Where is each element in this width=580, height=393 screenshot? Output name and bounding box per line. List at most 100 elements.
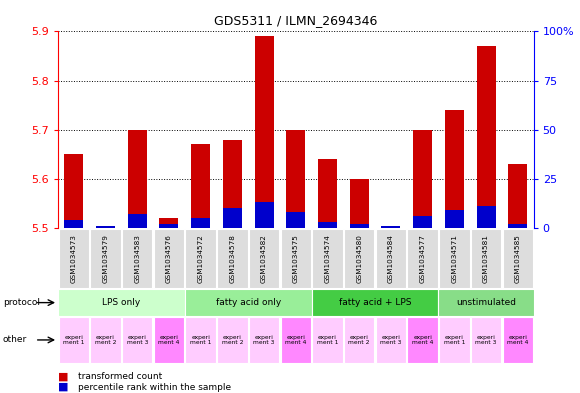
Bar	[160, 224, 179, 228]
Bar	[382, 226, 400, 228]
Bar	[376, 229, 406, 288]
Bar	[281, 229, 311, 288]
Bar	[376, 317, 406, 363]
Bar	[255, 37, 274, 228]
Bar	[128, 130, 147, 228]
Bar	[344, 317, 375, 363]
Text: experi
ment 1: experi ment 1	[63, 334, 85, 345]
Bar	[413, 216, 432, 228]
Bar	[154, 317, 184, 363]
Bar	[407, 229, 438, 288]
Text: ■: ■	[58, 371, 68, 382]
Text: GSM1034574: GSM1034574	[324, 234, 331, 283]
Bar	[160, 218, 179, 228]
Bar	[287, 212, 305, 228]
Text: experi
ment 4: experi ment 4	[412, 334, 433, 345]
Text: GSM1034578: GSM1034578	[229, 234, 235, 283]
Bar	[59, 317, 89, 363]
Bar	[255, 202, 274, 228]
Text: GSM1034571: GSM1034571	[451, 234, 458, 283]
Bar	[445, 110, 464, 228]
Text: experi
ment 4: experi ment 4	[158, 334, 180, 345]
Bar	[312, 229, 343, 288]
Bar	[471, 229, 501, 288]
Text: GSM1034581: GSM1034581	[483, 234, 489, 283]
Bar	[502, 229, 533, 288]
Text: experi
ment 4: experi ment 4	[285, 334, 306, 345]
Text: GSM1034580: GSM1034580	[356, 234, 362, 283]
Text: GSM1034573: GSM1034573	[71, 234, 77, 283]
Text: protocol: protocol	[3, 298, 40, 307]
Text: LPS only: LPS only	[102, 298, 140, 307]
Bar	[438, 289, 534, 316]
Text: experi
ment 3: experi ment 3	[380, 334, 401, 345]
Bar	[249, 317, 280, 363]
Text: GSM1034584: GSM1034584	[388, 234, 394, 283]
Bar	[287, 130, 305, 228]
Bar	[344, 229, 375, 288]
Bar	[223, 208, 242, 228]
Text: experi
ment 1: experi ment 1	[190, 334, 212, 345]
Bar	[477, 206, 495, 228]
Text: GSM1034577: GSM1034577	[419, 234, 426, 283]
Bar	[407, 317, 438, 363]
Bar	[122, 229, 153, 288]
Bar	[90, 317, 121, 363]
Bar	[59, 229, 89, 288]
Text: other: other	[3, 336, 27, 344]
Text: experi
ment 1: experi ment 1	[317, 334, 338, 345]
Bar	[128, 214, 147, 228]
Bar	[58, 289, 185, 316]
Bar	[249, 229, 280, 288]
Bar	[413, 130, 432, 228]
Bar	[311, 289, 438, 316]
Bar	[191, 218, 210, 228]
Text: GSM1034579: GSM1034579	[103, 234, 108, 283]
Text: experi
ment 1: experi ment 1	[444, 334, 465, 345]
Bar	[186, 229, 216, 288]
Bar	[185, 289, 311, 316]
Bar	[318, 222, 337, 228]
Text: GSM1034583: GSM1034583	[134, 234, 140, 283]
Text: experi
ment 4: experi ment 4	[507, 334, 528, 345]
Bar	[122, 317, 153, 363]
Text: fatty acid + LPS: fatty acid + LPS	[339, 298, 411, 307]
Text: GSM1034582: GSM1034582	[261, 234, 267, 283]
Text: GSM1034575: GSM1034575	[293, 234, 299, 283]
Bar	[64, 154, 84, 228]
Bar	[90, 229, 121, 288]
Text: unstimulated: unstimulated	[456, 298, 516, 307]
Bar	[191, 145, 210, 228]
Bar	[154, 229, 184, 288]
Text: experi
ment 3: experi ment 3	[253, 334, 275, 345]
Bar	[96, 226, 115, 228]
Bar	[508, 224, 527, 228]
Bar	[350, 224, 369, 228]
Bar	[186, 317, 216, 363]
Bar	[217, 229, 248, 288]
Text: ■: ■	[58, 382, 68, 392]
Text: experi
ment 3: experi ment 3	[476, 334, 496, 345]
Bar	[508, 164, 527, 228]
Text: percentile rank within the sample: percentile rank within the sample	[78, 383, 231, 391]
Bar	[281, 317, 311, 363]
Bar	[312, 317, 343, 363]
Title: GDS5311 / ILMN_2694346: GDS5311 / ILMN_2694346	[214, 15, 378, 28]
Text: experi
ment 3: experi ment 3	[126, 334, 148, 345]
Bar	[350, 179, 369, 228]
Text: GSM1034572: GSM1034572	[198, 234, 204, 283]
Text: GSM1034585: GSM1034585	[514, 234, 521, 283]
Bar	[439, 317, 470, 363]
Bar	[223, 140, 242, 228]
Text: GSM1034576: GSM1034576	[166, 234, 172, 283]
Bar	[471, 317, 501, 363]
Bar	[64, 220, 84, 228]
Text: transformed count: transformed count	[78, 372, 162, 381]
Text: experi
ment 2: experi ment 2	[95, 334, 117, 345]
Bar	[318, 159, 337, 228]
Bar	[445, 210, 464, 228]
Text: experi
ment 2: experi ment 2	[222, 334, 243, 345]
Bar	[477, 46, 495, 228]
Text: experi
ment 2: experi ment 2	[349, 334, 370, 345]
Bar	[502, 317, 533, 363]
